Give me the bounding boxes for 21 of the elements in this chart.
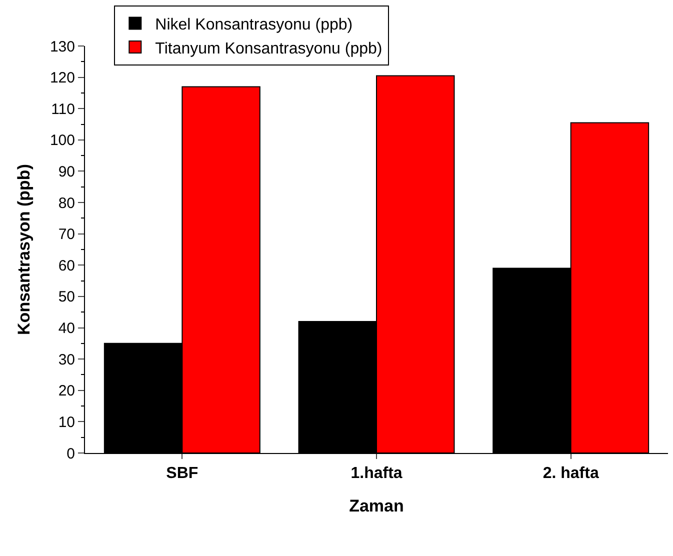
y-tick-label: 60 xyxy=(58,257,75,274)
y-tick-label: 70 xyxy=(58,226,75,244)
y-tick-label: 20 xyxy=(58,382,75,400)
x-tick-label: SBF xyxy=(166,465,198,482)
y-tick-label: 100 xyxy=(50,132,75,150)
x-tick-label: 1.hafta xyxy=(350,465,402,482)
y-tick-label: 120 xyxy=(50,70,75,87)
y-axis-title: Konsantrasyon (ppb) xyxy=(14,164,34,335)
y-tick-label: 130 xyxy=(50,38,75,56)
legend-label: Titanyum Konsantrasyonu (ppb) xyxy=(155,40,382,58)
legend-label: Nikel Konsantrasyonu (ppb) xyxy=(155,16,353,34)
y-tick-label: 30 xyxy=(58,351,75,368)
y-tick-label: 80 xyxy=(58,194,75,212)
x-tick-label: 2. hafta xyxy=(542,465,599,482)
x-axis-title: Zaman xyxy=(349,496,404,516)
y-tick-label: 10 xyxy=(58,414,75,431)
y-tick-label: 50 xyxy=(58,288,75,306)
y-tick-label: 110 xyxy=(51,100,75,118)
y-tick-label: 40 xyxy=(58,320,75,338)
y-tick-label: 90 xyxy=(58,163,75,180)
y-tick-label: 0 xyxy=(66,445,75,462)
